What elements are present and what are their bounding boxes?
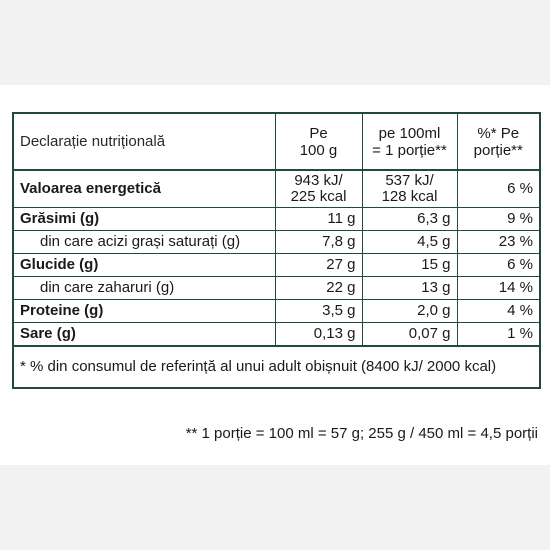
row-percent: 14 %	[456, 276, 541, 300]
table-row: Glucide (g) 27 g 15 g 6 %	[12, 253, 541, 277]
table-row: Grăsimi (g) 11 g 6,3 g 9 %	[12, 207, 541, 231]
table-header-row: Declarație nutrițională Pe 100 g pe 100m…	[12, 112, 541, 171]
row-label: Grăsimi (g)	[12, 207, 276, 231]
header-percent: %* Pe porție**	[456, 112, 541, 171]
row-per-portion: 0,07 g	[361, 322, 458, 347]
energy-percent: 6 %	[456, 169, 541, 208]
row-per-100g: 7,8 g	[274, 230, 363, 254]
row-per-portion: 2,0 g	[361, 299, 458, 323]
table-title: Declarație nutrițională	[12, 112, 276, 171]
row-per-portion: 4,5 g	[361, 230, 458, 254]
row-per-100g: 0,13 g	[274, 322, 363, 347]
row-percent: 6 %	[456, 253, 541, 277]
row-per-100g: 11 g	[274, 207, 363, 231]
row-per-portion: 13 g	[361, 276, 458, 300]
header-per-100g: Pe 100 g	[274, 112, 363, 171]
row-percent: 4 %	[456, 299, 541, 323]
energy-row: Valoarea energetică 943 kJ/ 225 kcal 537…	[12, 169, 541, 208]
row-per-100g: 3,5 g	[274, 299, 363, 323]
row-label: din care zaharuri (g)	[12, 276, 276, 300]
portion-footnote: ** 1 porție = 100 ml = 57 g; 255 g / 450…	[185, 425, 538, 442]
nutrition-table: Declarație nutrițională Pe 100 g pe 100m…	[12, 112, 541, 389]
row-per-100g: 27 g	[274, 253, 363, 277]
row-per-portion: 15 g	[361, 253, 458, 277]
header-per-portion: pe 100ml = 1 porție**	[361, 112, 458, 171]
table-row: din care acizi grași saturați (g) 7,8 g …	[12, 230, 541, 254]
row-per-portion: 6,3 g	[361, 207, 458, 231]
row-label: Sare (g)	[12, 322, 276, 347]
row-label: Glucide (g)	[12, 253, 276, 277]
row-percent: 1 %	[456, 322, 541, 347]
reference-intake-footnote: * % din consumul de referință al unui ad…	[12, 345, 541, 389]
row-percent: 9 %	[456, 207, 541, 231]
energy-per-100g: 943 kJ/ 225 kcal	[274, 169, 363, 208]
row-label: din care acizi grași saturați (g)	[12, 230, 276, 254]
row-percent: 23 %	[456, 230, 541, 254]
table-row: Proteine (g) 3,5 g 2,0 g 4 %	[12, 299, 541, 323]
row-per-100g: 22 g	[274, 276, 363, 300]
footnote-row: * % din consumul de referință al unui ad…	[12, 345, 541, 389]
row-label: Proteine (g)	[12, 299, 276, 323]
energy-label: Valoarea energetică	[12, 169, 276, 208]
table-row: din care zaharuri (g) 22 g 13 g 14 %	[12, 276, 541, 300]
table-row: Sare (g) 0,13 g 0,07 g 1 %	[12, 322, 541, 347]
energy-per-portion: 537 kJ/ 128 kcal	[361, 169, 458, 208]
